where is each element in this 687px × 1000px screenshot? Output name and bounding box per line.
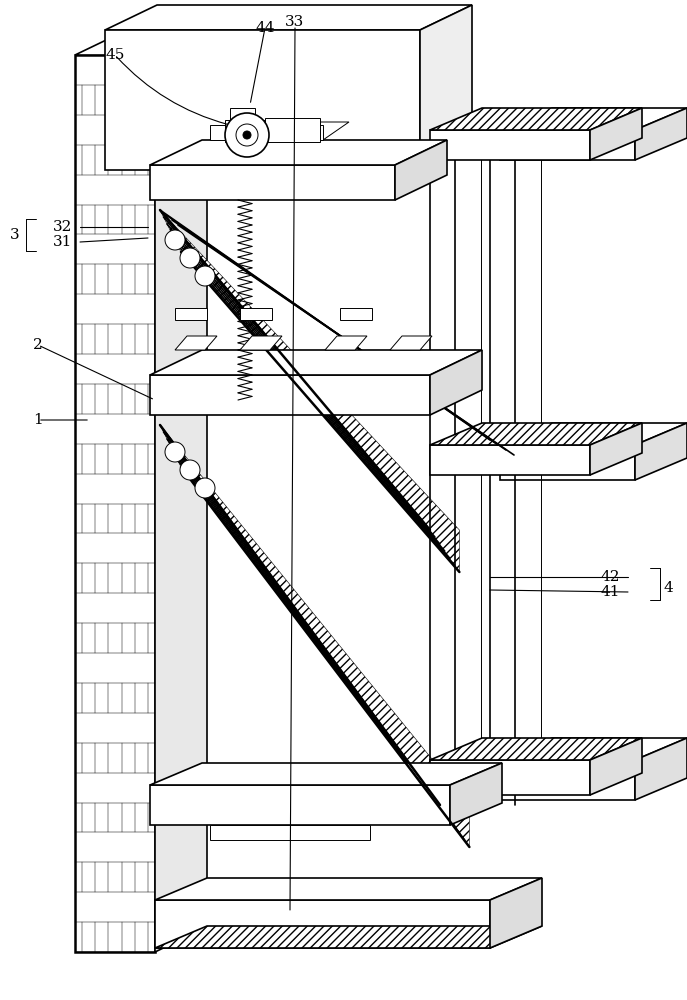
Text: 33: 33 bbox=[285, 15, 304, 29]
Circle shape bbox=[180, 460, 200, 480]
Polygon shape bbox=[500, 108, 687, 130]
Polygon shape bbox=[430, 760, 590, 795]
Polygon shape bbox=[430, 445, 590, 475]
Polygon shape bbox=[420, 5, 472, 170]
Polygon shape bbox=[150, 350, 482, 375]
Polygon shape bbox=[175, 308, 207, 320]
Polygon shape bbox=[160, 425, 469, 847]
Polygon shape bbox=[395, 140, 447, 200]
Polygon shape bbox=[75, 55, 155, 952]
Polygon shape bbox=[240, 308, 272, 320]
Text: 41: 41 bbox=[600, 585, 620, 599]
Polygon shape bbox=[500, 445, 635, 480]
Polygon shape bbox=[430, 130, 590, 160]
Polygon shape bbox=[430, 108, 642, 130]
Text: 4: 4 bbox=[663, 581, 673, 595]
Polygon shape bbox=[155, 30, 207, 952]
Polygon shape bbox=[265, 118, 320, 142]
Polygon shape bbox=[500, 738, 687, 760]
Polygon shape bbox=[635, 423, 687, 480]
Polygon shape bbox=[150, 375, 430, 415]
Polygon shape bbox=[500, 423, 687, 445]
Polygon shape bbox=[230, 108, 255, 120]
Polygon shape bbox=[590, 738, 642, 795]
Polygon shape bbox=[210, 825, 370, 840]
Polygon shape bbox=[210, 125, 248, 140]
Polygon shape bbox=[150, 140, 447, 165]
Circle shape bbox=[165, 442, 185, 462]
Polygon shape bbox=[340, 308, 372, 320]
Polygon shape bbox=[175, 336, 217, 350]
Polygon shape bbox=[450, 763, 502, 825]
Text: 45: 45 bbox=[105, 48, 124, 62]
Text: 2: 2 bbox=[33, 338, 43, 352]
Polygon shape bbox=[635, 738, 687, 800]
Polygon shape bbox=[590, 108, 642, 160]
Polygon shape bbox=[500, 130, 635, 160]
Polygon shape bbox=[430, 423, 642, 445]
Circle shape bbox=[195, 266, 215, 286]
Text: 32: 32 bbox=[54, 220, 73, 234]
Polygon shape bbox=[240, 336, 282, 350]
Polygon shape bbox=[160, 210, 460, 572]
Text: 1: 1 bbox=[33, 413, 43, 427]
Text: 44: 44 bbox=[256, 21, 275, 35]
Polygon shape bbox=[390, 336, 432, 350]
Circle shape bbox=[195, 478, 215, 498]
Polygon shape bbox=[285, 125, 323, 140]
Polygon shape bbox=[150, 763, 502, 785]
Polygon shape bbox=[105, 30, 420, 170]
Polygon shape bbox=[105, 5, 472, 30]
Circle shape bbox=[236, 124, 258, 146]
Polygon shape bbox=[225, 120, 265, 142]
Text: 42: 42 bbox=[600, 570, 620, 584]
Polygon shape bbox=[150, 785, 450, 825]
Polygon shape bbox=[430, 738, 642, 760]
Polygon shape bbox=[155, 926, 542, 948]
Polygon shape bbox=[75, 30, 207, 55]
Polygon shape bbox=[155, 878, 542, 900]
Circle shape bbox=[165, 230, 185, 250]
Polygon shape bbox=[325, 336, 367, 350]
Polygon shape bbox=[590, 423, 642, 475]
Polygon shape bbox=[430, 350, 482, 415]
Circle shape bbox=[225, 113, 269, 157]
Polygon shape bbox=[285, 122, 349, 140]
Polygon shape bbox=[210, 122, 274, 140]
Circle shape bbox=[243, 131, 251, 139]
Polygon shape bbox=[500, 760, 635, 800]
Circle shape bbox=[180, 248, 200, 268]
Text: 31: 31 bbox=[54, 235, 73, 249]
Polygon shape bbox=[635, 108, 687, 160]
Polygon shape bbox=[490, 878, 542, 948]
Text: 3: 3 bbox=[10, 228, 20, 242]
Polygon shape bbox=[155, 900, 490, 948]
Polygon shape bbox=[150, 165, 395, 200]
